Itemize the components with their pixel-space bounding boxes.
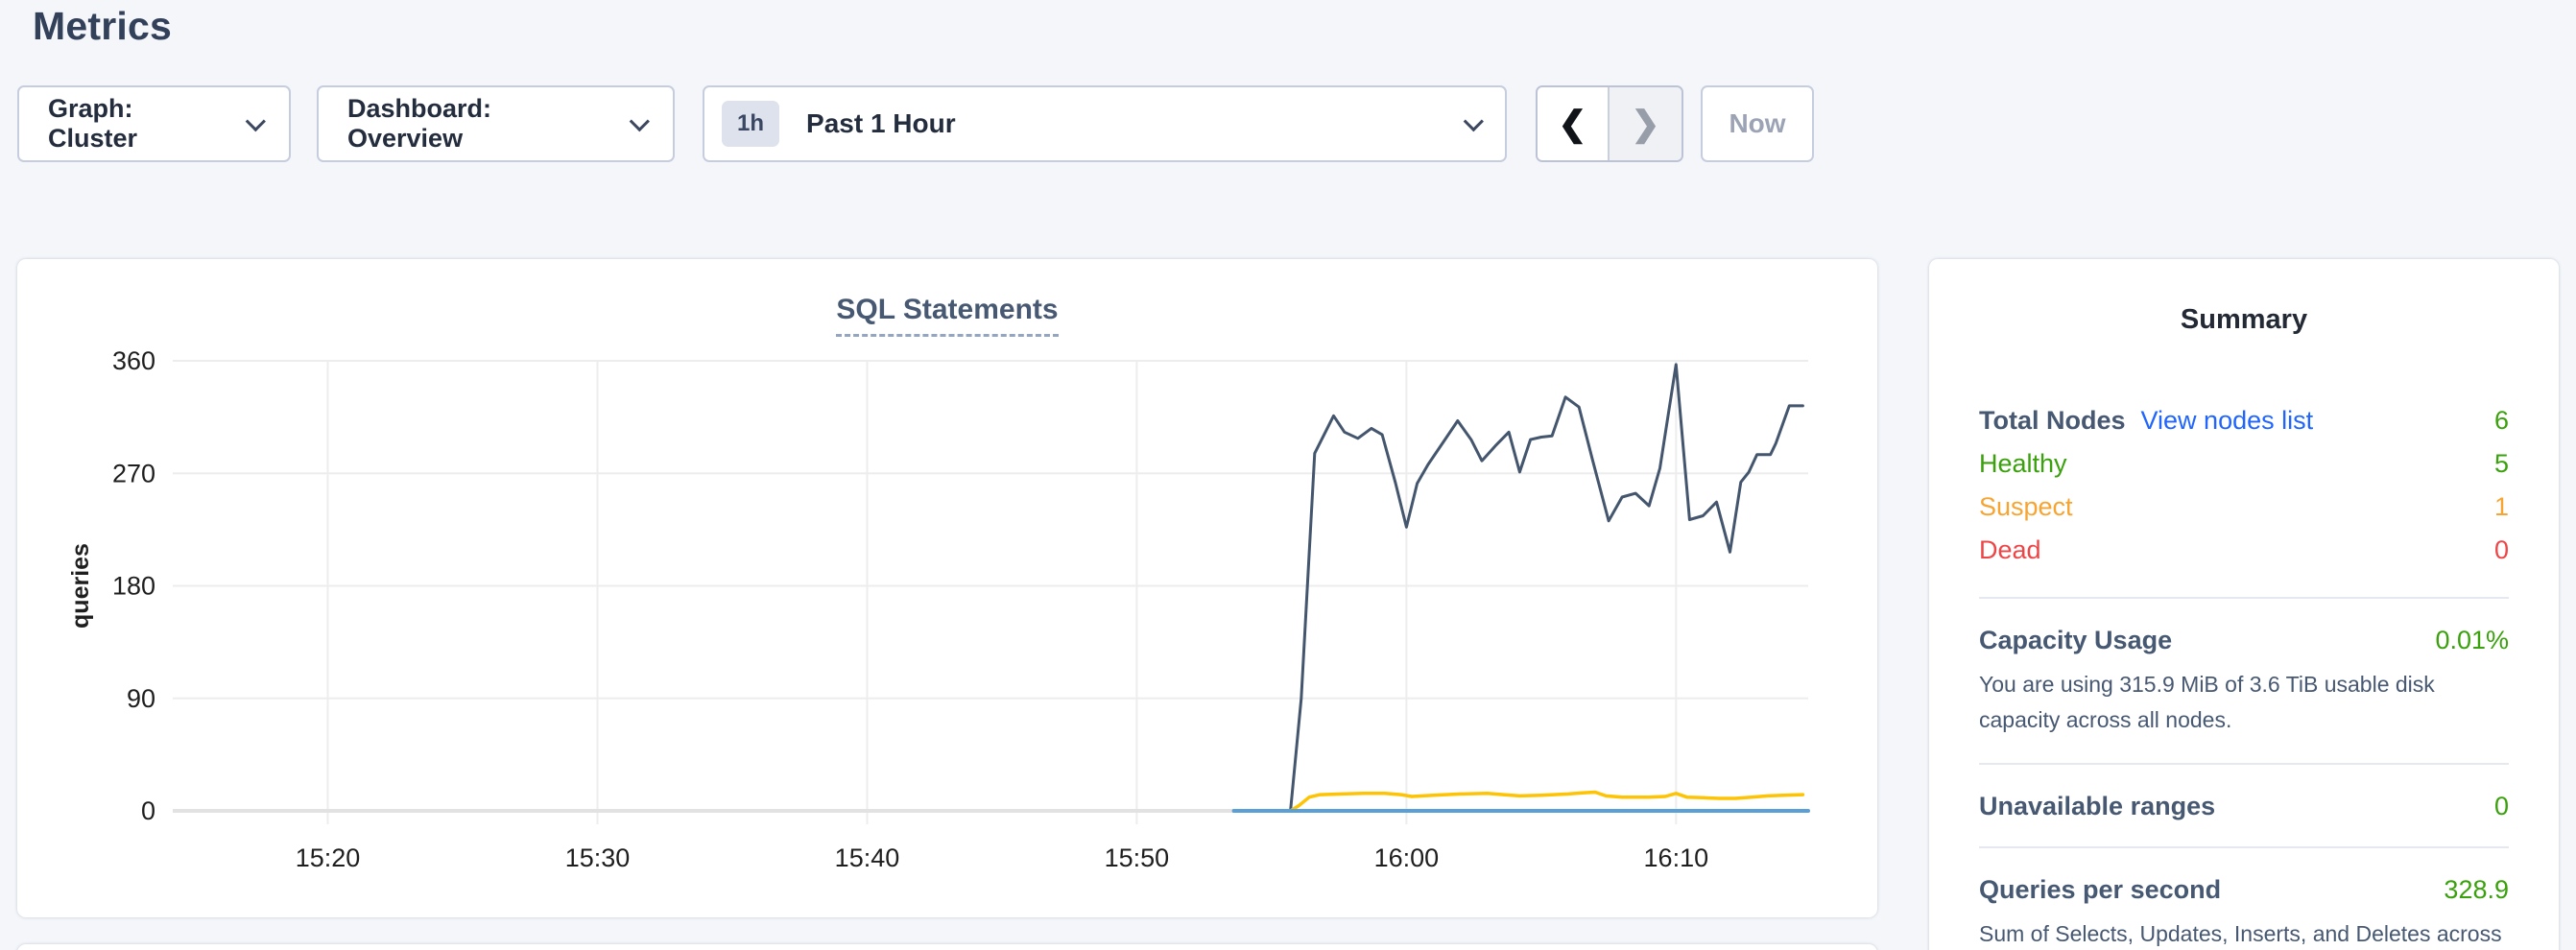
y-tick-label: 0 bbox=[141, 796, 155, 825]
node-status-value: 5 bbox=[2493, 449, 2509, 478]
queries-per-second-section: Queries per second 328.9 Sum of Selects,… bbox=[1979, 875, 2509, 950]
chevron-left-icon: ❮ bbox=[1558, 104, 1587, 143]
time-range-label: Past 1 Hour bbox=[806, 108, 956, 138]
series-yellow bbox=[1288, 790, 1805, 813]
sql-statements-chart[interactable]: 15:20 15:30 15:40 15:50 16:00 16:10 0 90 180 270 3… bbox=[17, 259, 1877, 917]
node-status-label: Dead bbox=[1979, 535, 2041, 564]
x-tick-label: 16:10 bbox=[1644, 843, 1709, 872]
node-status-row: Total Nodes View nodes list 6 bbox=[1979, 399, 2509, 442]
series-navy bbox=[1289, 363, 1804, 813]
chevron-down-icon bbox=[1463, 110, 1484, 131]
node-status-value: 1 bbox=[2493, 492, 2509, 521]
chevron-down-icon bbox=[629, 110, 650, 131]
chart-title-wrap: SQL Statements bbox=[17, 294, 1877, 337]
queries-per-second-label: Queries per second bbox=[1979, 875, 2222, 904]
queries-per-second-value: 328.9 bbox=[2444, 875, 2509, 904]
unavailable-ranges-value: 0 bbox=[2493, 792, 2509, 820]
node-status-rows: Total Nodes View nodes list 6 Healthy 5 Suspe… bbox=[1979, 399, 2509, 572]
x-tick-label: 16:00 bbox=[1374, 843, 1440, 872]
node-status-label: Suspect bbox=[1979, 492, 2073, 521]
summary-title: Summary bbox=[2180, 304, 2308, 335]
node-status-value: 6 bbox=[2493, 406, 2509, 435]
now-button-label: Now bbox=[1729, 108, 1786, 138]
metrics-toolbar: Graph: Cluster Dashboard: Overview 1h Pa… bbox=[17, 85, 1814, 162]
divider bbox=[1979, 597, 2509, 599]
node-status-row: Suspect 1 bbox=[1979, 486, 2509, 529]
y-tick-label: 90 bbox=[127, 684, 155, 713]
chevron-right-icon: ❯ bbox=[1631, 104, 1660, 143]
x-tick-label: 15:40 bbox=[835, 843, 900, 872]
capacity-usage-section: Capacity Usage 0.01% You are using 315.9… bbox=[1979, 626, 2509, 738]
page-title: Metrics bbox=[33, 4, 172, 48]
chart-title[interactable]: SQL Statements bbox=[836, 294, 1059, 337]
time-range-selector[interactable]: 1h Past 1 Hour bbox=[703, 85, 1507, 162]
graph-dropdown[interactable]: Graph: Cluster bbox=[17, 85, 291, 162]
node-status-row: Healthy 5 bbox=[1979, 442, 2509, 486]
time-pager: ❮ ❯ bbox=[1536, 85, 1683, 162]
capacity-usage-label: Capacity Usage bbox=[1979, 626, 2173, 654]
chevron-down-icon bbox=[245, 110, 266, 131]
x-tick-label: 15:20 bbox=[296, 843, 361, 872]
y-tick-label: 270 bbox=[112, 459, 155, 487]
x-tick-label: 15:50 bbox=[1105, 843, 1170, 872]
y-tick-label: 360 bbox=[112, 346, 155, 375]
unavailable-ranges-section: Unavailable ranges 0 bbox=[1979, 792, 2509, 821]
now-button[interactable]: Now bbox=[1701, 85, 1814, 162]
node-status-row: Dead 0 bbox=[1979, 529, 2509, 572]
node-status-label: Total Nodes View nodes list bbox=[1979, 406, 2314, 435]
dashboard-dropdown[interactable]: Dashboard: Overview bbox=[317, 85, 675, 162]
queries-per-second-description: Sum of Selects, Updates, Inserts, and De… bbox=[1979, 921, 2502, 946]
sql-statements-chart-card: 15:20 15:30 15:40 15:50 16:00 16:10 0 90 180 270 3… bbox=[17, 259, 1877, 917]
node-status-label: Healthy bbox=[1979, 449, 2067, 478]
x-tick-label: 15:30 bbox=[565, 843, 631, 872]
node-status-value: 0 bbox=[2493, 535, 2509, 564]
time-range-badge: 1h bbox=[722, 101, 780, 147]
y-tick-label: 180 bbox=[112, 572, 155, 601]
divider bbox=[1979, 763, 2509, 765]
graph-dropdown-label: Graph: Cluster bbox=[48, 94, 138, 153]
unavailable-ranges-label: Unavailable ranges bbox=[1979, 792, 2216, 820]
dashboard-dropdown-label: Dashboard: Overview bbox=[347, 94, 492, 153]
next-timespan-button[interactable]: ❯ bbox=[1610, 87, 1682, 160]
capacity-usage-value: 0.01% bbox=[2435, 626, 2509, 654]
divider bbox=[1979, 846, 2509, 848]
y-axis-label: queries bbox=[67, 543, 94, 629]
view-nodes-list-link[interactable]: View nodes list bbox=[2140, 406, 2314, 435]
previous-timespan-button[interactable]: ❮ bbox=[1538, 87, 1610, 160]
next-chart-card-partial bbox=[17, 944, 1877, 950]
capacity-usage-description: You are using 315.9 MiB of 3.6 TiB usabl… bbox=[1979, 672, 2435, 732]
summary-panel: Summary Total Nodes View nodes list 6 Healt… bbox=[1929, 259, 2559, 950]
